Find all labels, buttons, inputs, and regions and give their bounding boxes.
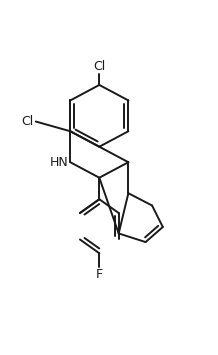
Text: HN: HN bbox=[49, 156, 68, 169]
Text: Cl: Cl bbox=[93, 60, 106, 73]
Text: F: F bbox=[96, 268, 103, 281]
Text: Cl: Cl bbox=[21, 115, 34, 128]
